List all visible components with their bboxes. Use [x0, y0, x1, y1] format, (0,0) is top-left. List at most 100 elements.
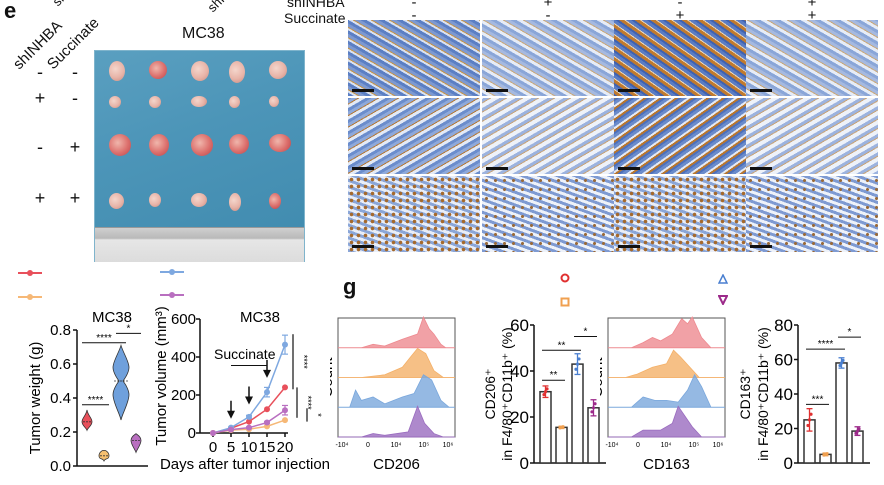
data-point	[282, 417, 288, 424]
tumor	[229, 61, 245, 83]
tumor	[191, 193, 207, 207]
significance-label: ****	[818, 339, 834, 350]
legend-g-marker	[717, 271, 729, 289]
data-point	[542, 392, 546, 397]
x-axis-label: CD206	[373, 456, 420, 473]
tumor	[229, 96, 240, 108]
significance-label: **	[558, 340, 566, 351]
x-tick-label: 0	[366, 442, 370, 449]
triangle-up-marker-icon	[717, 273, 729, 284]
cd163-histogram: -10⁴ 0 10⁴ 10⁵ 10⁶ CD163 Count	[600, 316, 726, 473]
x-tick-label: 10⁴	[391, 442, 402, 449]
histogram-0	[338, 315, 455, 349]
violin-0	[81, 409, 93, 432]
ihc-image	[614, 20, 746, 96]
scale-bar	[750, 167, 772, 170]
y-tick-label: 60	[774, 351, 793, 370]
data-point	[593, 402, 597, 406]
tumor	[149, 61, 167, 79]
tumor	[109, 96, 121, 108]
histogram-1	[338, 347, 455, 378]
cd206-histogram: -10⁴ 0 10⁴ 10⁵ 10⁶ CD206 Count	[330, 315, 456, 473]
y-tick-label: 20	[774, 420, 793, 439]
ihc-header-shinhba: shINHBA	[287, 0, 345, 10]
group-sign-shinhba: -	[37, 137, 43, 157]
triangle-down-marker-icon	[717, 295, 729, 307]
tumor	[149, 193, 161, 207]
scale-bar	[352, 167, 374, 170]
y-axis-label-line1: CD206⁺	[482, 369, 498, 420]
data-point	[545, 387, 549, 391]
group-sign-shinhba: +	[34, 88, 46, 108]
ihc-image	[482, 176, 614, 252]
y-tick-label: 60	[510, 316, 529, 335]
scale-bar	[750, 89, 772, 92]
histogram-1	[608, 349, 725, 378]
histogram-0	[608, 316, 725, 349]
data-point	[839, 361, 844, 365]
x-axis-label: CD163	[643, 456, 690, 473]
scale-bar	[486, 245, 508, 248]
y-tick-label: 200	[171, 387, 196, 404]
significance-label: ****	[96, 333, 112, 344]
tumor	[109, 61, 125, 81]
x-tick-label: 0	[636, 442, 640, 449]
tumor-photo	[94, 50, 305, 262]
data-point	[246, 413, 252, 420]
tumor	[229, 134, 249, 154]
x-tick-label: 10⁵	[419, 442, 430, 449]
data-point	[246, 418, 252, 425]
data-point	[264, 389, 270, 396]
data-point	[825, 452, 829, 456]
data-point	[264, 419, 270, 426]
arrow-down-icon	[227, 410, 235, 419]
y-tick-label: 20	[510, 408, 529, 427]
scale-bar	[486, 89, 508, 92]
square-marker-icon	[560, 297, 570, 307]
ruler	[95, 227, 304, 262]
tumor	[191, 61, 209, 81]
scale-bar	[618, 245, 640, 248]
x-tick-label: 10	[241, 439, 258, 456]
scale-bar	[352, 245, 374, 248]
scale-bar	[750, 245, 772, 248]
arrow-down-icon	[245, 396, 253, 405]
significance-label: ****	[303, 396, 313, 411]
data-point	[574, 367, 578, 371]
x-tick-label: 10⁶	[443, 442, 454, 449]
data-point	[282, 341, 288, 348]
significance-label: ****	[88, 395, 104, 406]
data-point	[809, 412, 813, 416]
ihc-sign-shinhba: +	[543, 0, 553, 11]
legend-marker	[169, 291, 175, 298]
ihc-sign-shinhba: -	[677, 0, 683, 11]
y-tick-label: 0.8	[50, 322, 71, 339]
ihc-sign-shinhba: -	[411, 0, 417, 11]
circle-marker-icon	[560, 273, 570, 283]
ihc-image	[348, 176, 480, 252]
panel-e-letter: e	[4, 0, 17, 23]
arrow-down-icon	[263, 369, 271, 378]
chart-title: MC38	[240, 309, 280, 326]
group-sign-succinate: +	[69, 137, 81, 157]
ihc-sign-shinhba: +	[807, 0, 817, 11]
x-tick-label: 5	[227, 439, 235, 456]
data-point	[543, 390, 548, 394]
data-point	[561, 425, 565, 429]
y-axis-label: Tumor volume (mm³)	[153, 306, 170, 445]
significance-label: *	[127, 323, 131, 334]
ihc-image	[614, 176, 746, 252]
ihc-image	[746, 176, 878, 252]
data-point	[806, 423, 810, 428]
y-tick-label: 400	[171, 349, 196, 366]
y-tick-label: 40	[510, 362, 529, 381]
histogram-2	[608, 373, 725, 408]
ihc-image	[482, 20, 614, 96]
truncated-header-1: shIN	[49, 0, 79, 9]
x-tick-label: 10⁶	[713, 442, 724, 449]
tumor	[269, 61, 287, 79]
ihc-sign-succinate: +	[807, 7, 817, 24]
data-point	[210, 430, 216, 436]
x-tick-label: 0	[209, 439, 217, 456]
